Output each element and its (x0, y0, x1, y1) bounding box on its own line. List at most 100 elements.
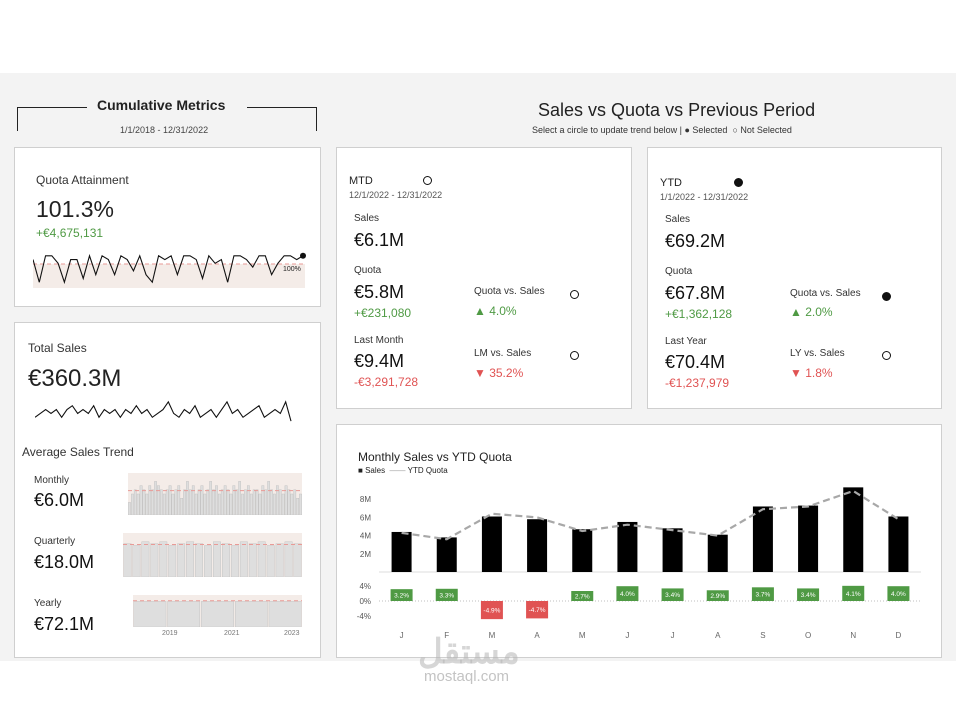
monthly-chart-title: Monthly Sales vs YTD Quota (358, 450, 512, 464)
variance-bar[interactable] (480, 601, 503, 620)
sales-bar[interactable] (436, 537, 457, 572)
pct-tick-label: 0% (359, 597, 371, 606)
ytd-quota-vs-sales-value: ▲ 2.0% (790, 305, 833, 319)
mtd-quota-label: Quota (354, 265, 382, 276)
monthly-bar (293, 489, 297, 515)
selected-legend-dot-icon: ● (684, 125, 690, 135)
mtd-prev-delta: -€3,291,728 (354, 375, 419, 389)
variance-bar[interactable] (751, 587, 774, 601)
variance-bar[interactable] (706, 590, 729, 601)
sales-bar[interactable] (481, 516, 502, 572)
total-sales-value: €360.3M (28, 365, 122, 392)
ytd-sales-label: Sales (665, 214, 691, 225)
variance-bar[interactable] (526, 601, 549, 619)
variance-bar[interactable] (661, 588, 684, 601)
sales-bar[interactable] (798, 505, 819, 572)
quota-attainment-end-point (300, 252, 306, 259)
monthly-bar (238, 481, 241, 515)
ytd-date-range: 1/1/2022 - 12/31/2022 (660, 192, 749, 202)
monthly-chart-legend: ■ Sales —— YTD Quota (358, 466, 448, 475)
quarterly-bar (177, 543, 186, 577)
monthly-bar (168, 485, 172, 515)
total-sales-line (35, 400, 292, 422)
quota-attainment-card[interactable]: Quota Attainment 101.3% +€4,675,131 100% (14, 147, 321, 307)
variance-bar[interactable] (842, 585, 865, 601)
quarterly-bar (293, 543, 302, 577)
sales-bar[interactable] (662, 528, 683, 572)
cumulative-date-range: 1/1/2018 - 12/31/2022 (120, 125, 209, 135)
monthly-bar (200, 485, 204, 515)
cumulative-title: Cumulative Metrics (97, 97, 226, 113)
ytd-quota-value: €67.8M (665, 283, 726, 303)
monthly-bar (148, 485, 152, 515)
mtd-lm-vs-sales-value: ▼ 35.2% (474, 366, 524, 380)
ytd-ly-select-circle[interactable] (882, 351, 891, 360)
quota-attainment-label: Quota Attainment (36, 173, 129, 187)
quota-legend-icon: —— (389, 466, 406, 475)
monthly-bar (244, 489, 247, 515)
monthly-bar (136, 493, 140, 515)
sales-bar[interactable] (617, 521, 638, 572)
mtd-date-range: 12/1/2022 - 12/31/2022 (349, 190, 443, 200)
sales-bar[interactable] (391, 531, 412, 572)
variance-bar[interactable] (390, 589, 413, 601)
variance-label: 2.9% (710, 593, 725, 600)
sales-legend-label: Sales (365, 466, 386, 475)
variance-bar[interactable] (571, 591, 594, 601)
ytd-quota-select-circle[interactable] (882, 292, 891, 301)
variance-bar[interactable] (616, 586, 639, 601)
x-tick-label: J (625, 631, 629, 640)
x-tick-label: N (850, 631, 856, 640)
mtd-lm-select-circle[interactable] (570, 351, 579, 360)
ytd-title: YTD (660, 177, 682, 189)
monthly-bar (226, 489, 230, 515)
monthly-bar (139, 485, 143, 515)
monthly-bar (252, 489, 256, 515)
quota-band (33, 264, 305, 288)
variance-bar[interactable] (887, 586, 910, 601)
y-tick-label: 6M (360, 513, 371, 522)
monthly-bar (278, 489, 282, 515)
ytd-sales-value: €69.2M (665, 231, 726, 251)
monthly-bar (275, 485, 279, 515)
monthly-value: €6.0M (34, 490, 85, 510)
sales-bar[interactable] (843, 487, 864, 572)
yearly-label: Yearly (34, 598, 62, 609)
quarterly-bar (248, 543, 257, 577)
mtd-lm-vs-sales-label: LM vs. Sales (474, 348, 532, 359)
mtd-select-circle[interactable] (423, 176, 432, 185)
variance-label: -4.7% (529, 607, 546, 614)
yearly-bar-chart (133, 595, 302, 627)
ytd-card: YTD 1/1/2022 - 12/31/2022 Sales €69.2M Q… (647, 147, 942, 409)
monthly-bar (215, 485, 218, 515)
sales-bar[interactable] (572, 529, 593, 572)
monthly-bar (287, 489, 291, 515)
yearly-bar (133, 601, 167, 627)
monthly-bar (162, 493, 166, 515)
monthly-bar (273, 493, 276, 515)
yearly-bar (234, 601, 268, 627)
watermark-logo: مستقل (418, 633, 520, 671)
monthly-bar (212, 489, 215, 515)
monthly-bar (267, 481, 270, 515)
watermark-text: mostaql.com (424, 668, 510, 685)
header-bracket-right (316, 107, 317, 131)
monthly-bar (246, 485, 250, 515)
mtd-prev-value: €9.4M (354, 351, 405, 371)
quarterly-bar (284, 541, 293, 577)
mtd-quota-vs-sales-value: ▲ 4.0% (474, 304, 517, 318)
sales-bar[interactable] (752, 506, 773, 572)
x-tick-label: M (489, 631, 496, 640)
mtd-quota-select-circle[interactable] (570, 290, 579, 299)
x-tick-label: J (400, 631, 404, 640)
sales-bar[interactable] (527, 519, 548, 572)
ytd-select-circle[interactable] (734, 178, 743, 187)
quarterly-bar (186, 541, 195, 577)
sales-bar[interactable] (888, 516, 909, 572)
axis-year-2019: 2019 (162, 630, 178, 637)
sales-bar[interactable] (707, 534, 728, 572)
total-sales-card[interactable]: Total Sales €360.3M Average Sales Trend … (14, 322, 321, 658)
variance-bar[interactable] (435, 588, 458, 601)
mtd-quota-delta: +€231,080 (354, 306, 412, 320)
variance-bar[interactable] (797, 588, 820, 601)
